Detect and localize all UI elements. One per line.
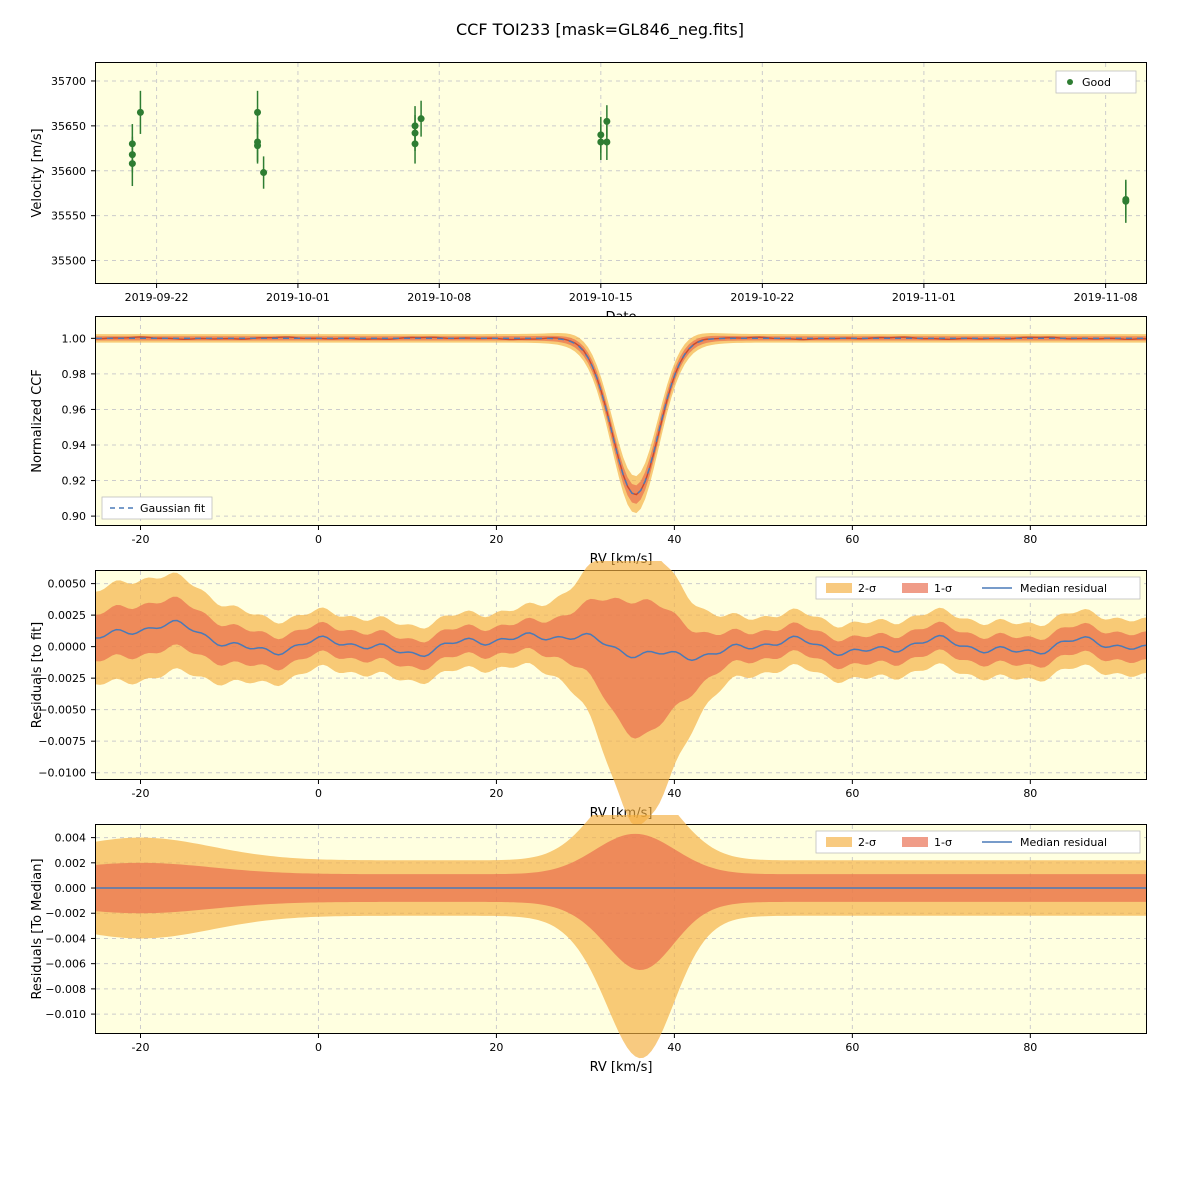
svg-text:−0.0025: −0.0025 [38,672,86,685]
svg-text:0.0000: 0.0000 [48,641,87,654]
svg-text:0.96: 0.96 [62,403,87,416]
svg-text:0.92: 0.92 [62,475,87,488]
legend: Gaussian fit [102,497,212,519]
svg-text:0: 0 [315,1041,322,1054]
velocity-panel: 35500355503560035650357002019-09-222019-… [95,62,1147,284]
svg-text:Normalized CCF: Normalized CCF [30,369,45,473]
svg-text:40: 40 [667,533,681,546]
svg-text:2019-09-22: 2019-09-22 [125,291,189,304]
svg-text:−0.008: −0.008 [45,983,86,996]
svg-text:-20: -20 [132,787,150,800]
svg-text:2019-10-01: 2019-10-01 [266,291,330,304]
svg-text:−0.0100: −0.0100 [38,767,86,780]
svg-text:0: 0 [315,787,322,800]
svg-text:1-σ: 1-σ [934,582,952,595]
svg-text:Gaussian fit: Gaussian fit [140,502,206,515]
svg-text:0.000: 0.000 [55,882,87,895]
svg-text:Residuals [To Median]: Residuals [To Median] [30,858,45,999]
svg-text:0.98: 0.98 [62,368,87,381]
svg-text:20: 20 [489,787,503,800]
svg-text:0.90: 0.90 [62,510,87,523]
svg-text:0.004: 0.004 [55,832,87,845]
ccf-panel: 0.900.920.940.960.981.00-20020406080Norm… [95,316,1147,526]
figure-title: CCF TOI233 [mask=GL846_neg.fits] [0,20,1200,39]
svg-text:-20: -20 [132,533,150,546]
svg-text:0.0050: 0.0050 [48,578,87,591]
figure: CCF TOI233 [mask=GL846_neg.fits] 3550035… [0,0,1200,1200]
svg-text:0.0025: 0.0025 [48,609,87,622]
svg-text:40: 40 [667,787,681,800]
svg-text:−0.010: −0.010 [45,1008,86,1021]
legend: 2-σ 1-σ Median residual [816,577,1140,599]
svg-text:60: 60 [845,533,859,546]
svg-text:0.94: 0.94 [62,439,87,452]
svg-text:-20: -20 [132,1041,150,1054]
svg-text:20: 20 [489,1041,503,1054]
svg-text:2-σ: 2-σ [858,582,876,595]
svg-text:Velocity [m/s]: Velocity [m/s] [30,128,45,217]
svg-text:2019-10-15: 2019-10-15 [569,291,633,304]
svg-text:35500: 35500 [51,255,86,268]
svg-text:35550: 35550 [51,210,86,223]
svg-text:35700: 35700 [51,75,86,88]
svg-text:Median residual: Median residual [1020,582,1107,595]
residuals-fit-panel: −0.0100−0.0075−0.0050−0.00250.00000.0025… [95,570,1147,780]
svg-text:0: 0 [315,533,322,546]
svg-text:80: 80 [1023,533,1037,546]
legend: Good [1056,71,1136,93]
svg-text:RV [km/s]: RV [km/s] [590,1060,653,1075]
residuals-median-panel: −0.010−0.008−0.006−0.004−0.0020.0000.002… [95,824,1147,1034]
svg-text:−0.0075: −0.0075 [38,735,86,748]
svg-text:Median residual: Median residual [1020,836,1107,849]
svg-text:−0.006: −0.006 [45,958,86,971]
svg-text:2019-10-22: 2019-10-22 [730,291,794,304]
svg-text:−0.0050: −0.0050 [38,704,86,717]
svg-text:60: 60 [845,787,859,800]
svg-text:−0.004: −0.004 [45,932,86,945]
svg-text:Residuals [to fit]: Residuals [to fit] [30,622,45,728]
svg-text:1-σ: 1-σ [934,836,952,849]
svg-text:80: 80 [1023,787,1037,800]
svg-text:Good: Good [1082,76,1111,89]
svg-text:40: 40 [667,1041,681,1054]
svg-text:60: 60 [845,1041,859,1054]
svg-text:−0.002: −0.002 [45,907,86,920]
svg-text:1.00: 1.00 [62,332,87,345]
svg-text:20: 20 [489,533,503,546]
svg-text:2019-10-08: 2019-10-08 [407,291,471,304]
svg-text:35650: 35650 [51,120,86,133]
legend: 2-σ 1-σ Median residual [816,831,1140,853]
svg-text:2-σ: 2-σ [858,836,876,849]
svg-text:2019-11-08: 2019-11-08 [1074,291,1138,304]
svg-text:0.002: 0.002 [55,857,87,870]
svg-text:35600: 35600 [51,165,86,178]
svg-text:2019-11-01: 2019-11-01 [892,291,956,304]
svg-text:80: 80 [1023,1041,1037,1054]
